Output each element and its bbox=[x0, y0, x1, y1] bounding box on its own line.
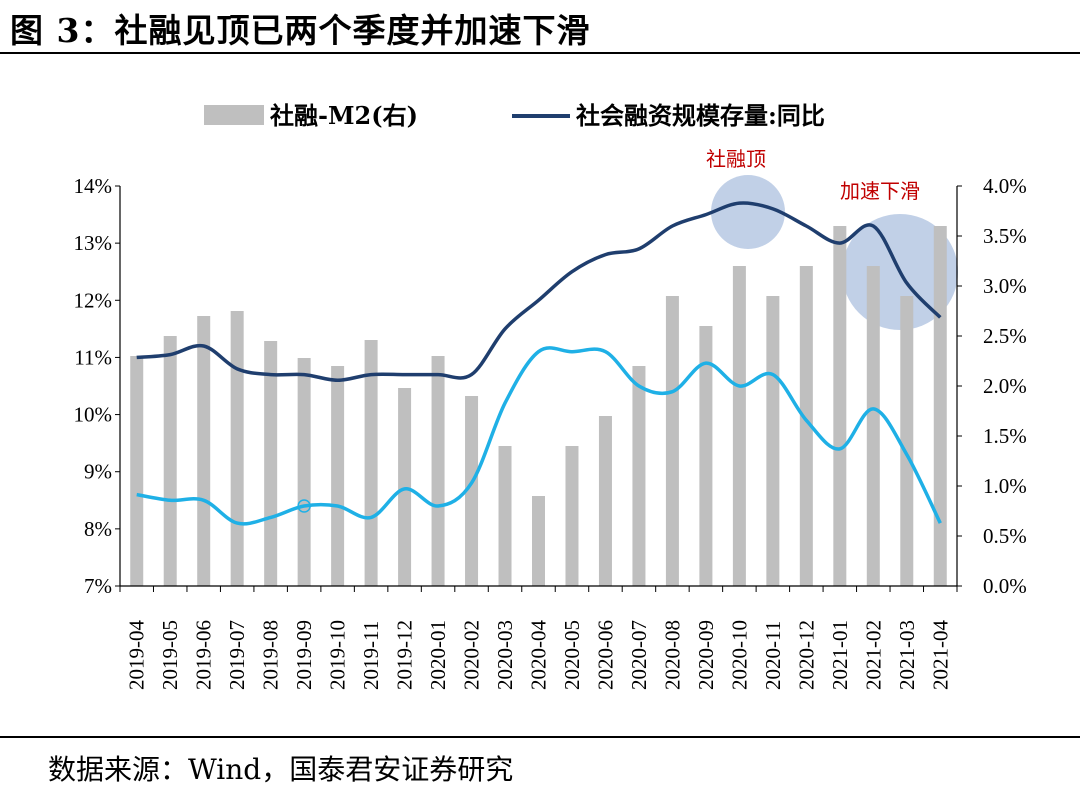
x-tick-label: 2020-02 bbox=[460, 620, 484, 690]
x-tick-label: 2020-08 bbox=[660, 620, 684, 690]
annotations: 社融顶 加速下滑 bbox=[706, 147, 920, 203]
right-tick-label: 0.5% bbox=[983, 524, 1027, 548]
bar-2019-05 bbox=[163, 336, 177, 586]
axes: 7% 8% 9% 10% 11% 12% 13% 14% 0.0% 0.5% 1.0% 1.5% 2.0… bbox=[74, 174, 1027, 690]
legend-bar-swatch bbox=[204, 105, 264, 125]
legend-bar-label: 社融-M2(右) bbox=[270, 101, 418, 130]
bar-2020-07 bbox=[632, 366, 646, 586]
x-tick-label: 2020-05 bbox=[560, 620, 584, 690]
x-tick-label: 2020-03 bbox=[493, 620, 517, 690]
x-tick-label: 2019-04 bbox=[125, 620, 149, 690]
line-series bbox=[136, 201, 942, 526]
source-note: 数据来源：Wind，国泰君安证券研究 bbox=[48, 753, 514, 786]
annotation-decline: 加速下滑 bbox=[840, 179, 920, 203]
bar-2019-04 bbox=[130, 356, 144, 586]
legend: 社融-M2(右) 社会融资规模存量:同比 bbox=[204, 101, 825, 130]
right-tick-label: 3.5% bbox=[983, 224, 1027, 248]
bar-2021-02 bbox=[866, 266, 880, 586]
bar-2020-05 bbox=[565, 446, 579, 586]
peak-highlight-circle bbox=[711, 175, 785, 249]
left-tick-label: 9% bbox=[84, 460, 112, 484]
x-tick-label: 2019-08 bbox=[259, 620, 283, 690]
x-tick-label: 2020-12 bbox=[794, 620, 818, 690]
bar-2020-06 bbox=[598, 416, 612, 586]
left-tick-label: 11% bbox=[74, 345, 112, 369]
x-tick-label: 2020-10 bbox=[727, 620, 751, 690]
chart-area: 7% 8% 9% 10% 11% 12% 13% 14% 0.0% 0.5% 1.0% 1.5% 2.0… bbox=[74, 101, 1027, 690]
bar-2020-10 bbox=[732, 266, 746, 586]
line-point-marker bbox=[297, 499, 311, 513]
bar-series bbox=[130, 226, 947, 586]
x-tick-label: 2020-06 bbox=[593, 620, 617, 690]
x-tick-label: 2020-11 bbox=[761, 621, 785, 690]
left-tick-label: 7% bbox=[84, 574, 112, 598]
line-social-financing-yoy bbox=[136, 201, 942, 383]
x-tick-label: 2020-01 bbox=[426, 620, 450, 690]
legend-line-label: 社会融资规模存量:同比 bbox=[576, 101, 825, 130]
left-tick-label: 14% bbox=[74, 174, 113, 198]
line-secondary-series bbox=[136, 346, 942, 526]
bar-2020-04 bbox=[532, 496, 545, 586]
x-tick-label: 2021-04 bbox=[928, 620, 952, 690]
x-tick-label: 2019-05 bbox=[158, 620, 182, 690]
x-tick-label: 2019-09 bbox=[292, 620, 316, 690]
left-tick-label: 10% bbox=[74, 403, 113, 427]
bar-2019-08 bbox=[264, 341, 278, 586]
bar-2020-08 bbox=[665, 296, 679, 586]
x-tick-label: 2020-09 bbox=[694, 620, 718, 690]
right-tick-label: 4.0% bbox=[983, 174, 1027, 198]
x-tick-label: 2019-06 bbox=[192, 620, 216, 690]
x-tick-label: 2019-12 bbox=[393, 620, 417, 690]
bar-2020-03 bbox=[498, 446, 512, 586]
bar-2019-11 bbox=[364, 340, 378, 586]
x-tick-label: 2021-02 bbox=[861, 620, 885, 690]
x-tick-label: 2021-01 bbox=[828, 620, 852, 690]
right-tick-label: 3.0% bbox=[983, 274, 1027, 298]
bar-2020-12 bbox=[799, 266, 813, 586]
right-tick-label: 2.0% bbox=[983, 374, 1027, 398]
bar-2020-01 bbox=[431, 356, 445, 586]
x-tick-label: 2021-03 bbox=[895, 620, 919, 690]
title-rule bbox=[0, 52, 1080, 54]
bar-2019-10 bbox=[331, 366, 345, 586]
bar-2019-12 bbox=[398, 388, 412, 586]
figure-title: 图 3：社融见顶已两个季度并加速下滑 bbox=[10, 11, 591, 50]
right-tick-label: 1.0% bbox=[983, 474, 1027, 498]
x-tick-label: 2019-10 bbox=[326, 620, 350, 690]
right-tick-label: 0.0% bbox=[983, 574, 1027, 598]
bar-2021-01 bbox=[833, 226, 847, 586]
right-tick-label: 2.5% bbox=[983, 324, 1027, 348]
bar-2020-02 bbox=[465, 396, 479, 586]
bar-2021-04 bbox=[933, 226, 947, 586]
x-tick-label: 2019-07 bbox=[225, 620, 249, 690]
x-tick-label: 2019-11 bbox=[359, 621, 383, 690]
bar-2021-03 bbox=[900, 296, 914, 586]
left-tick-label: 13% bbox=[74, 231, 113, 255]
bar-2020-09 bbox=[699, 326, 713, 586]
left-tick-label: 8% bbox=[84, 517, 112, 541]
x-tick-label: 2020-07 bbox=[627, 620, 651, 690]
bar-2019-09 bbox=[297, 358, 311, 586]
left-tick-label: 12% bbox=[74, 288, 113, 312]
source-rule bbox=[0, 736, 1080, 738]
bar-2020-11 bbox=[766, 296, 780, 586]
bar-2019-07 bbox=[230, 311, 244, 586]
x-tick-label: 2020-04 bbox=[527, 620, 551, 690]
annotation-peak: 社融顶 bbox=[706, 147, 766, 171]
right-tick-label: 1.5% bbox=[983, 424, 1027, 448]
bar-2019-06 bbox=[197, 316, 211, 586]
